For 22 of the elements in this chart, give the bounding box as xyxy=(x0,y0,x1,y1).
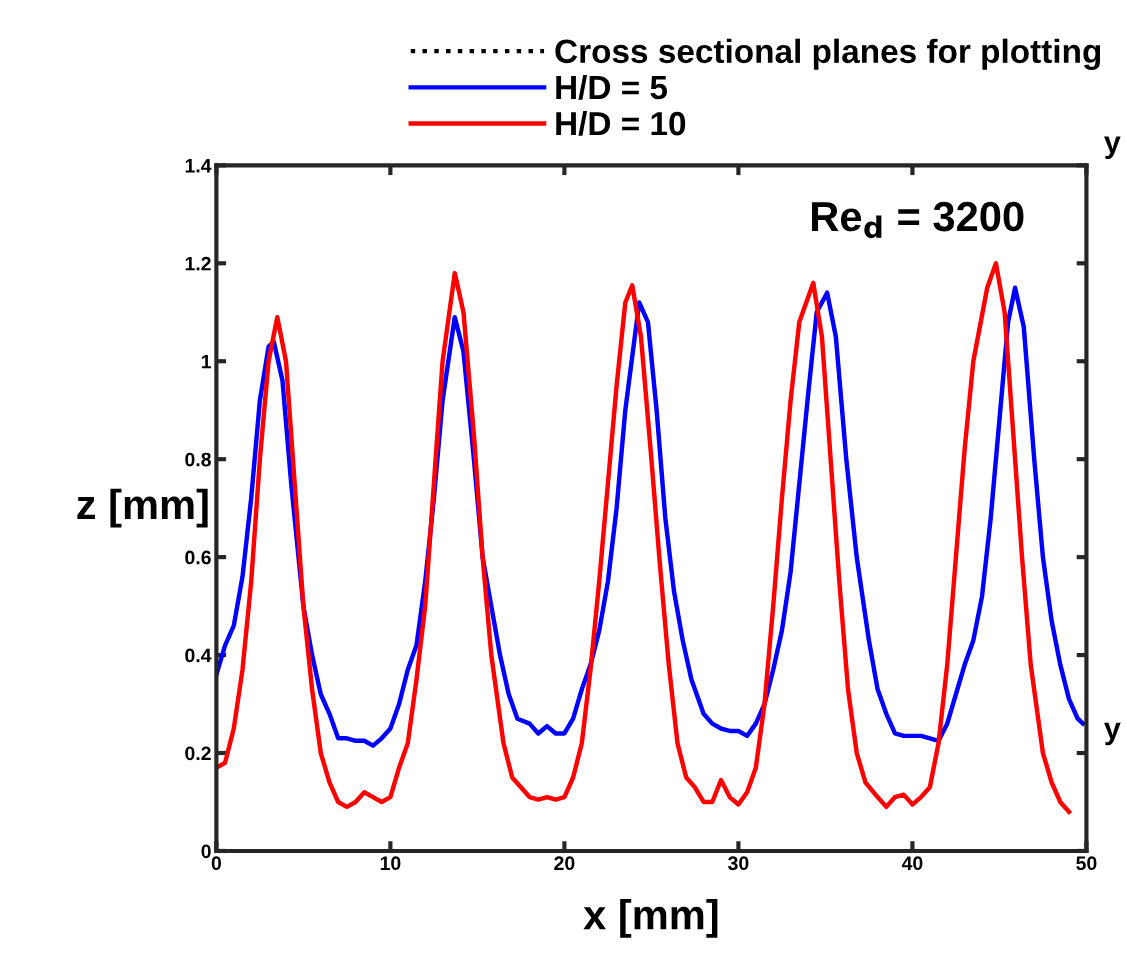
legend-label: H/D = 5 xyxy=(556,74,668,100)
x-tick-label: 10 xyxy=(380,856,401,871)
text: y xyxy=(1104,136,1121,160)
text: y xyxy=(1104,722,1121,746)
legend-label: Cross sectional planes for plotting xyxy=(555,38,1101,70)
y-tick-label: 1 xyxy=(201,354,211,369)
x-tick-label: 50 xyxy=(1076,856,1097,871)
y-tick-label: 0.2 xyxy=(185,746,211,761)
y-tick-label: 0.6 xyxy=(185,550,211,565)
x-axis-title: x [mm] xyxy=(583,898,718,938)
y-tick-label: 0.4 xyxy=(185,648,212,663)
y-tick-label: 0.8 xyxy=(185,452,211,467)
x-tick-label: 40 xyxy=(901,856,923,871)
y-tick-label: 1.4 xyxy=(185,159,212,173)
y-tick-label: 1.2 xyxy=(185,256,211,271)
line-series xyxy=(216,261,1072,814)
x-tick-label: 30 xyxy=(728,856,749,871)
legend-label: H/D = 10 xyxy=(556,110,686,136)
annotation: Re$_{d}$ = 3200 xyxy=(812,201,1024,239)
x-tick-label: 20 xyxy=(554,856,575,871)
y-axis-title: z [mm] xyxy=(77,488,208,528)
y-tick-label: 0 xyxy=(201,844,211,859)
